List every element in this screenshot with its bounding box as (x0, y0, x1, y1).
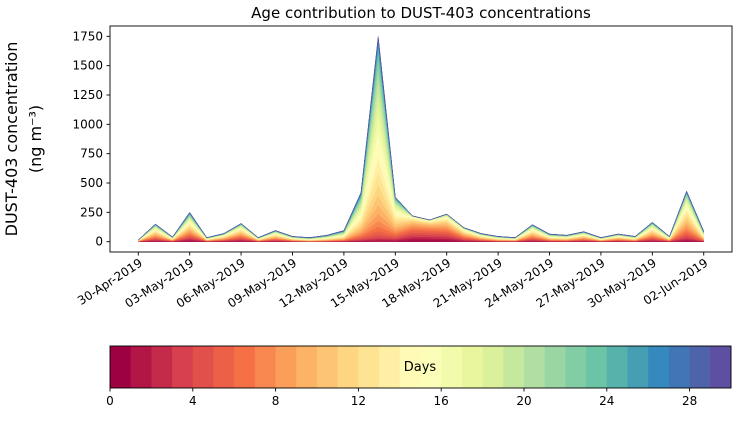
colorbar-cell (296, 346, 318, 388)
colorbar-cell (606, 346, 628, 388)
colorbar-tick-label: 4 (189, 394, 197, 408)
colorbar-tick-label: 0 (106, 394, 114, 408)
colorbar-cell (461, 346, 484, 388)
colorbar-cell (254, 346, 277, 388)
colorbar-cell (234, 346, 256, 388)
age-layer (138, 37, 704, 241)
age-layer (138, 63, 704, 241)
age-layer (138, 36, 704, 241)
colorbar-cell (337, 346, 359, 388)
colorbar: 0 4 8 12 16 20 24 28 (106, 345, 732, 408)
colorbar-tick-label: 20 (516, 394, 531, 408)
colorbar-tick-label: 12 (351, 394, 366, 408)
y-tick-label: 1000 (72, 117, 103, 131)
age-layer (138, 38, 704, 241)
colorbar-cell (358, 346, 380, 388)
colorbar-cell (172, 346, 194, 388)
colorbar-cell (482, 346, 504, 388)
colorbar-tick-label: 28 (682, 394, 697, 408)
chart-title: Age contribution to DUST-403 concentrati… (251, 4, 591, 22)
colorbar-cell (399, 346, 421, 388)
age-layer (138, 56, 704, 241)
colorbar-cell (420, 346, 442, 388)
y-tick-label: 1250 (72, 88, 103, 102)
colorbar-cell (544, 346, 566, 388)
axes: 0250500750100012501500175030-Apr-201903-… (72, 25, 733, 311)
colorbar-tick-label: 8 (272, 394, 280, 408)
y-axis-label-line1: DUST-403 concentration (2, 42, 21, 237)
colorbar-cell (503, 346, 525, 388)
age-layer (138, 46, 704, 241)
colorbar-cell (151, 346, 173, 388)
colorbar-cell (524, 346, 546, 388)
colorbar-cell (586, 346, 608, 388)
colorbar-cell (565, 346, 587, 388)
age-layer (138, 71, 704, 241)
y-tick-label: 250 (80, 205, 103, 219)
age-layer (138, 81, 704, 241)
colorbar-label: Days (404, 360, 437, 375)
colorbar-cell (441, 346, 463, 388)
colorbar-cell (317, 346, 339, 388)
colorbar-tick-label: 16 (434, 394, 449, 408)
colorbar-cell (213, 346, 235, 388)
y-axis-label-line2: (ng m⁻³) (26, 105, 45, 173)
age-layer (138, 42, 704, 241)
y-tick-label: 1750 (72, 29, 103, 43)
colorbar-cell (275, 346, 297, 388)
colorbar-cell (627, 346, 649, 388)
colorbar-cell (110, 346, 132, 388)
colorbar-cell (668, 346, 691, 388)
stacked-area-layers (138, 36, 704, 242)
colorbar-cell (648, 346, 670, 388)
y-tick-label: 1500 (72, 59, 103, 73)
colorbar-outline (109, 345, 732, 389)
colorbar-cell (379, 346, 401, 388)
colorbar-cell (130, 346, 152, 388)
age-layer (138, 50, 704, 241)
y-tick-label: 750 (80, 147, 103, 161)
colorbar-cell (710, 346, 732, 388)
age-layer (138, 40, 704, 241)
plot-frame (109, 25, 733, 253)
y-tick-label: 0 (95, 235, 103, 249)
colorbar-tick-label: 24 (599, 394, 614, 408)
colorbar-cell (192, 346, 214, 388)
y-tick-label: 500 (80, 176, 103, 190)
colorbar-cell (689, 346, 711, 388)
